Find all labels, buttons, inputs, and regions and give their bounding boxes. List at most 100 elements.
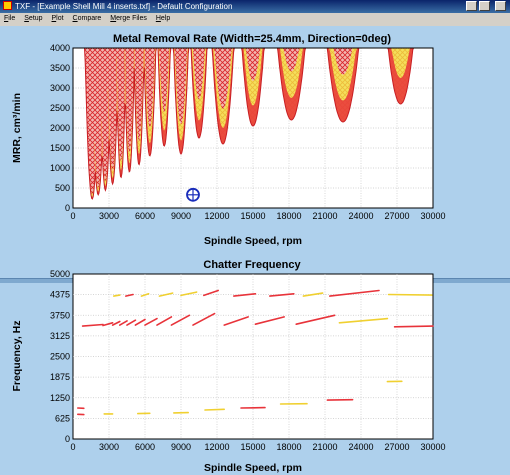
chatter-trace [393, 325, 434, 328]
mrr-x-tick: 21000 [312, 211, 337, 221]
chatter-y-axis-label: Frequency, Hz [11, 321, 23, 392]
chatter-trace [192, 312, 216, 326]
chatter-trace [81, 323, 104, 327]
mrr-y-tick: 1500 [50, 143, 70, 153]
mrr-y-axis-label: MRR, cm³/min [11, 93, 23, 163]
mrr-lobe-band-yellow [367, 48, 434, 104]
mrr-x-tick: 9000 [171, 211, 191, 221]
mrr-y-tick: 3000 [50, 83, 70, 93]
chatter-y-tick: 5000 [50, 269, 70, 279]
chatter-chart-title: Chatter Frequency [203, 259, 301, 271]
chatter-y-tick: 3125 [50, 331, 70, 341]
chatter-trace [140, 292, 150, 297]
mrr-lobe-band-red [261, 48, 322, 120]
menu-plot[interactable]: Plot [51, 15, 64, 22]
chatter-trace [387, 293, 433, 296]
chatter-x-axis-label: Spindle Speed, rpm [204, 462, 302, 474]
mrr-x-tick: 12000 [204, 211, 229, 221]
menu-merge-files[interactable]: Merge Files [110, 15, 147, 22]
chatter-x-tick-labels: 0 3000 6000 9000 12000 15000 18000 21000 24000 27… [70, 442, 445, 452]
minimize-button[interactable] [466, 1, 477, 11]
mrr-x-axis-label: Spindle Speed, rpm [204, 235, 302, 247]
mrr-y-tick: 2500 [50, 103, 70, 113]
chatter-y-tick: 3750 [50, 310, 70, 320]
title-bar: TXF - [Example Shell Mill 4 inserts.txf]… [0, 0, 510, 13]
mrr-y-tick: 1000 [50, 163, 70, 173]
mrr-y-tick: 4000 [50, 43, 70, 53]
mrr-y-tick: 0 [65, 203, 70, 213]
chatter-y-tick: 4375 [50, 290, 70, 300]
mrr-lobe-band-red [205, 48, 241, 144]
chatter-trace [328, 289, 380, 297]
chatter-trace [254, 316, 286, 326]
chatter-trace [156, 316, 173, 326]
chatter-trace [338, 317, 389, 324]
chatter-chart: Chatter Frequency 0 3000 6000 9000 12000 1500… [11, 259, 446, 474]
mrr-x-tick: 24000 [348, 211, 373, 221]
chatter-trace [102, 321, 114, 327]
mrr-lobe-band-yellow [309, 48, 377, 122]
mrr-lobe-band-red [367, 48, 434, 104]
chatter-trace [170, 314, 191, 326]
mrr-plot-frame [72, 47, 434, 209]
chatter-x-tick: 21000 [312, 442, 337, 452]
mrr-lobe-band-yellow [170, 48, 192, 154]
mrr-lobe-band-yellow [141, 48, 159, 156]
mrr-x-tick-labels: 0 3000 6000 9000 12000 15000 18000 21000 24000 27… [70, 211, 445, 221]
mrr-x-tick: 0 [70, 211, 75, 221]
mrr-x-tick: 18000 [276, 211, 301, 221]
chatter-y-tick: 0 [65, 434, 70, 444]
mrr-chart: Metal Removal Rate (Width=25.4mm, Direct… [11, 33, 446, 247]
chatter-trace [268, 292, 295, 297]
mrr-stability-lobes [72, 47, 434, 209]
chatter-trace [158, 292, 174, 297]
chatter-trace [223, 316, 249, 326]
close-button[interactable] [495, 1, 506, 11]
chatter-x-tick: 6000 [135, 442, 155, 452]
chatter-frequency-traces [77, 289, 434, 416]
mrr-x-tick: 6000 [135, 211, 155, 221]
chatter-trace [302, 292, 324, 297]
chatter-trace [203, 289, 219, 297]
chatter-trace [180, 291, 198, 297]
menu-compare[interactable]: Compare [72, 15, 102, 22]
menu-bar: File Setup Plot Compare Merge Files Help [0, 13, 510, 25]
mrr-x-tick: 30000 [420, 211, 445, 221]
mrr-x-tick: 3000 [99, 211, 119, 221]
mrr-lobe-band-red [154, 48, 174, 146]
chatter-y-tick: 1875 [50, 372, 70, 382]
chatter-x-tick: 30000 [420, 442, 445, 452]
mrr-lobe-band-yellow [185, 48, 213, 138]
chatter-trace [125, 293, 134, 297]
mrr-lobe-band-red [230, 48, 276, 126]
chatter-trace [113, 294, 121, 297]
chatter-x-tick: 24000 [348, 442, 373, 452]
chatter-y-tick: 2500 [50, 352, 70, 362]
menu-setup[interactable]: Setup [24, 15, 43, 22]
chatter-trace [233, 292, 257, 297]
mrr-x-tick: 27000 [384, 211, 409, 221]
chatter-x-tick: 12000 [204, 442, 229, 452]
maximize-button[interactable] [479, 1, 490, 11]
menu-file[interactable]: File [4, 15, 16, 22]
chatter-x-tick: 0 [70, 442, 75, 452]
mrr-lobe-band-red [309, 48, 377, 122]
chatter-y-tick: 1250 [50, 393, 70, 403]
chatter-trace [204, 408, 225, 411]
chatter-x-tick: 15000 [240, 442, 265, 452]
chatter-x-tick: 27000 [384, 442, 409, 452]
mrr-y-tick: 2000 [50, 123, 70, 133]
chatter-trace [144, 317, 158, 326]
chatter-trace [295, 314, 336, 326]
chatter-x-tick: 9000 [171, 442, 191, 452]
mrr-y-tick: 500 [55, 183, 70, 193]
chatter-trace [134, 318, 146, 326]
menu-help[interactable]: Help [155, 15, 171, 22]
window-title: TXF - [Example Shell Mill 4 inserts.txf]… [15, 2, 233, 11]
chatter-y-tick: 625 [55, 413, 70, 423]
app-icon [3, 1, 12, 10]
mrr-lobe-band-yellow [261, 48, 322, 120]
chatter-trace [126, 319, 137, 326]
chatter-y-tick-labels: 0 625 1250 1875 2500 3125 3750 4375 5000 [50, 269, 70, 444]
